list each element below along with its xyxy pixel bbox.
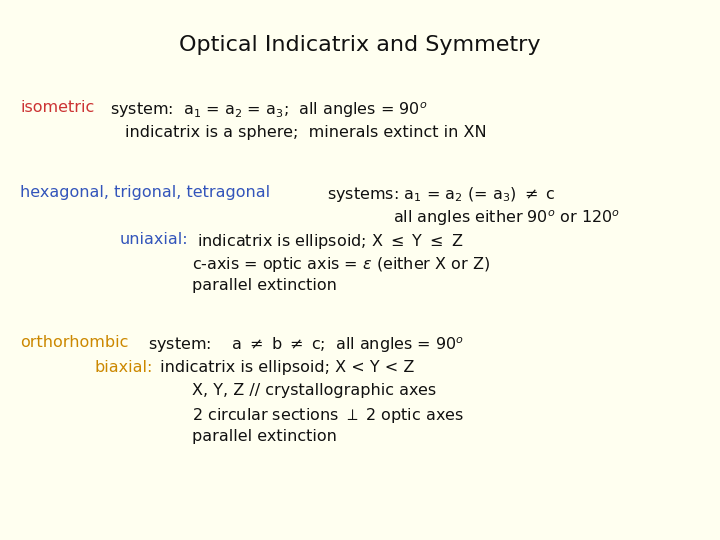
Text: indicatrix is ellipsoid; X < Y < Z: indicatrix is ellipsoid; X < Y < Z [155, 360, 415, 375]
Text: indicatrix is a sphere;  minerals extinct in XN: indicatrix is a sphere; minerals extinct… [125, 125, 487, 140]
Text: parallel extinction: parallel extinction [192, 429, 337, 444]
Text: isometric: isometric [20, 100, 94, 115]
Text: hexagonal, trigonal, tetragonal: hexagonal, trigonal, tetragonal [20, 185, 270, 200]
Text: systems: a$_1$ = a$_2$ (= a$_3$) $\neq$ c: systems: a$_1$ = a$_2$ (= a$_3$) $\neq$ … [322, 185, 556, 204]
Text: all angles either 90$^o$ or 120$^o$: all angles either 90$^o$ or 120$^o$ [393, 208, 620, 227]
Text: biaxial:: biaxial: [95, 360, 153, 375]
Text: orthorhombic: orthorhombic [20, 335, 128, 350]
Text: system:  a$_1$ = a$_2$ = a$_3$;  all angles = 90$^o$: system: a$_1$ = a$_2$ = a$_3$; all angle… [105, 100, 428, 119]
Text: indicatrix is ellipsoid; X $\leq$ Y $\leq$ Z: indicatrix is ellipsoid; X $\leq$ Y $\le… [192, 232, 464, 251]
Text: 2 circular sections $\perp$ 2 optic axes: 2 circular sections $\perp$ 2 optic axes [192, 406, 464, 425]
Text: system:    a $\neq$ b $\neq$ c;  all angles = 90$^o$: system: a $\neq$ b $\neq$ c; all angles … [143, 335, 464, 355]
Text: uniaxial:: uniaxial: [120, 232, 189, 247]
Text: c-axis = optic axis = $\varepsilon$ (either X or Z): c-axis = optic axis = $\varepsilon$ (eit… [192, 255, 490, 274]
Text: X, Y, Z // crystallographic axes: X, Y, Z // crystallographic axes [192, 383, 436, 398]
Text: Optical Indicatrix and Symmetry: Optical Indicatrix and Symmetry [179, 35, 541, 55]
Text: parallel extinction: parallel extinction [192, 278, 337, 293]
